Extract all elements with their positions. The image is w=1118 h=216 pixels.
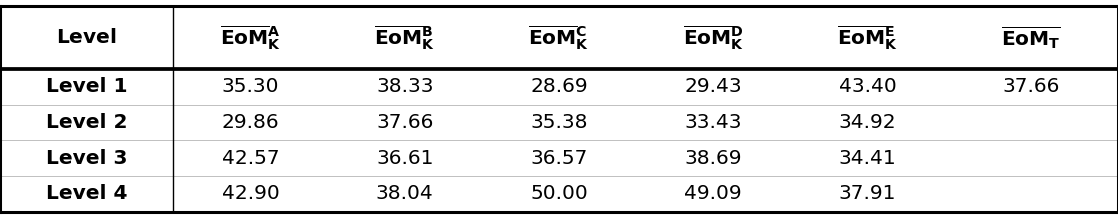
Text: 29.43: 29.43 bbox=[684, 78, 742, 96]
Text: 35.30: 35.30 bbox=[221, 78, 280, 96]
Text: 42.90: 42.90 bbox=[221, 184, 280, 203]
Text: 42.57: 42.57 bbox=[221, 149, 280, 168]
Text: 36.57: 36.57 bbox=[530, 149, 588, 168]
Text: 36.61: 36.61 bbox=[376, 149, 434, 168]
Text: $\overline{\mathbf{EoM}}_{\mathbf{K}}^{\mathbf{C}}$: $\overline{\mathbf{EoM}}_{\mathbf{K}}^{\… bbox=[529, 24, 589, 52]
Text: 34.41: 34.41 bbox=[838, 149, 897, 168]
Text: $\overline{\mathbf{EoM}}_{\mathbf{K}}^{\mathbf{D}}$: $\overline{\mathbf{EoM}}_{\mathbf{K}}^{\… bbox=[683, 24, 743, 52]
Text: 38.69: 38.69 bbox=[684, 149, 742, 168]
Text: Level 2: Level 2 bbox=[46, 113, 127, 132]
Text: 28.69: 28.69 bbox=[530, 78, 588, 96]
Text: $\overline{\mathbf{EoM}}_{\mathbf{K}}^{\mathbf{B}}$: $\overline{\mathbf{EoM}}_{\mathbf{K}}^{\… bbox=[375, 24, 435, 52]
Text: 35.38: 35.38 bbox=[530, 113, 588, 132]
Text: $\mathbf{Level}$: $\mathbf{Level}$ bbox=[56, 28, 117, 47]
Text: 50.00: 50.00 bbox=[530, 184, 588, 203]
Text: 37.66: 37.66 bbox=[376, 113, 434, 132]
Text: $\overline{\mathbf{EoM}}_{\mathbf{K}}^{\mathbf{E}}$: $\overline{\mathbf{EoM}}_{\mathbf{K}}^{\… bbox=[837, 24, 898, 52]
Text: $\overline{\mathbf{EoM}}_{\mathbf{K}}^{\mathbf{A}}$: $\overline{\mathbf{EoM}}_{\mathbf{K}}^{\… bbox=[220, 24, 281, 52]
Text: 29.86: 29.86 bbox=[221, 113, 280, 132]
Text: 33.43: 33.43 bbox=[684, 113, 742, 132]
Text: 34.92: 34.92 bbox=[838, 113, 897, 132]
Text: 37.91: 37.91 bbox=[838, 184, 897, 203]
Text: 37.66: 37.66 bbox=[1003, 78, 1060, 96]
Text: 49.09: 49.09 bbox=[684, 184, 742, 203]
Text: Level 3: Level 3 bbox=[46, 149, 127, 168]
Text: Level 4: Level 4 bbox=[46, 184, 127, 203]
Text: Level 1: Level 1 bbox=[46, 78, 127, 96]
Text: 43.40: 43.40 bbox=[838, 78, 897, 96]
Text: 38.33: 38.33 bbox=[376, 78, 434, 96]
Text: $\overline{\mathbf{EoM}_{\mathbf{T}}}$: $\overline{\mathbf{EoM}_{\mathbf{T}}}$ bbox=[1002, 24, 1061, 51]
Text: 38.04: 38.04 bbox=[376, 184, 434, 203]
